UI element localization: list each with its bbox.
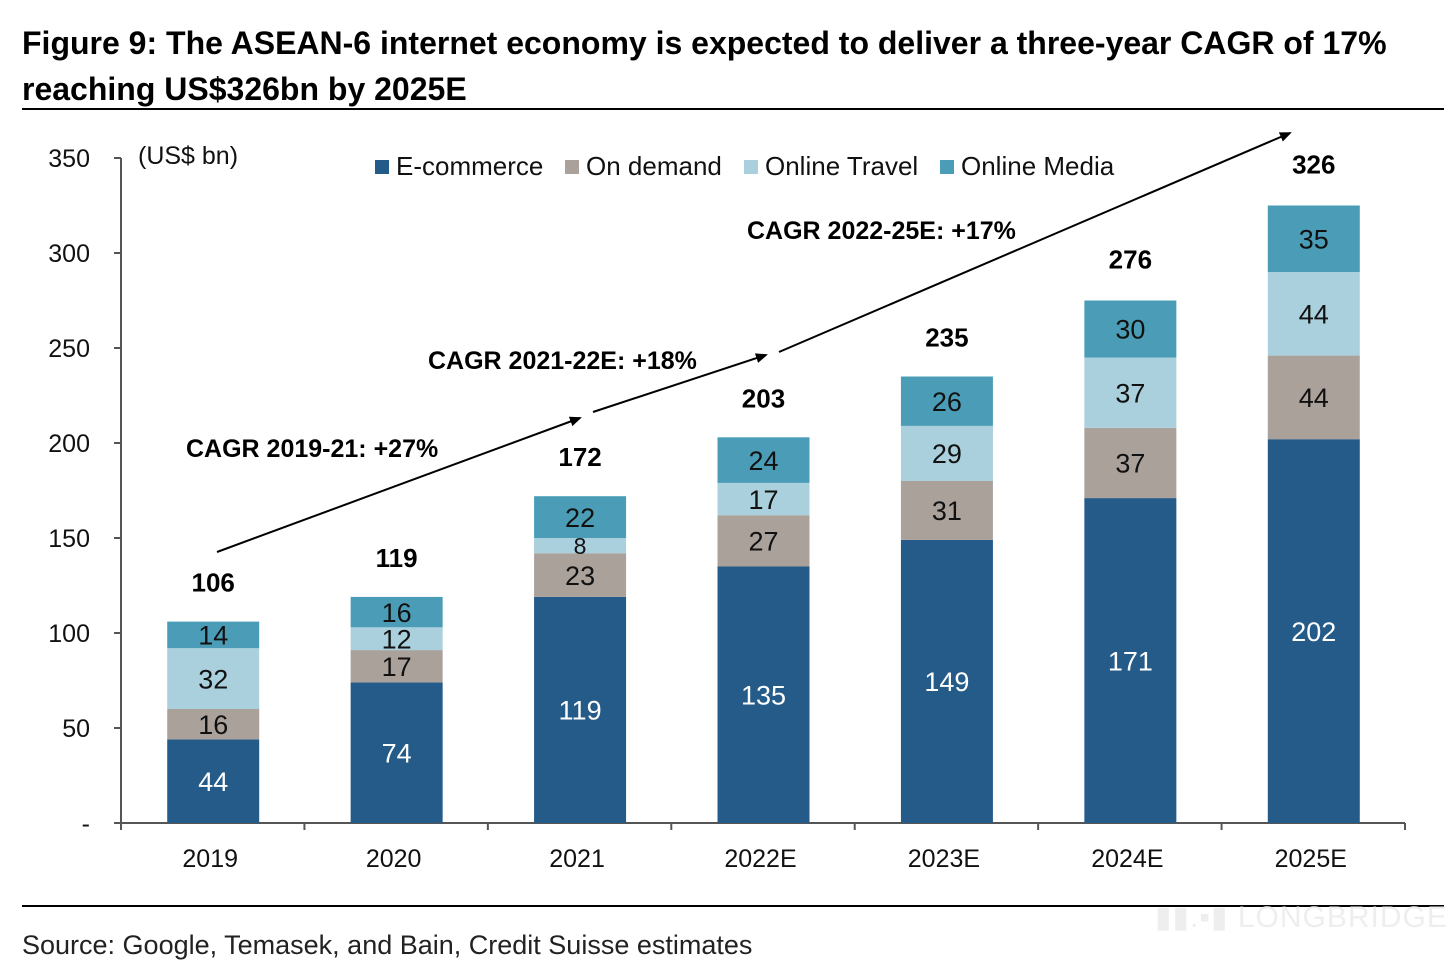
bar-value-label: 37 [1115,378,1145,408]
bar-value-label: 31 [932,496,962,526]
bar-segment [1267,439,1360,823]
legend-label: Online Media [961,151,1115,181]
bar-segment [350,682,443,823]
bar-value-label: 12 [382,624,412,654]
bar-value-label: 35 [1299,224,1329,254]
cagr-annotation: CAGR 2019-21: +27% [186,435,438,463]
bar-value-label: 8 [574,533,587,559]
bar-value-label: 16 [382,598,412,628]
x-tick-label: 2024E [1091,845,1163,873]
bar-value-label: 149 [924,667,969,697]
total-label: 276 [1109,245,1152,275]
bar-segment [900,481,993,540]
y-tick-label: 100 [48,620,90,648]
total-label: 235 [925,323,968,353]
bar-segment [534,538,627,554]
bar-value-label: 16 [198,710,228,740]
x-tick-label: 2021 [549,845,605,873]
bar-segment [900,376,993,426]
source-note: Source: Google, Temasek, and Bain, Credi… [22,930,753,960]
y-tick-label: - [82,810,90,838]
x-tick-label: 2023E [908,845,980,873]
bar-value-label: 23 [565,561,595,591]
bar-segment [1267,272,1360,356]
y-tick-label: 200 [48,430,90,458]
y-tick-label: 50 [62,715,90,743]
figure-title: Figure 9: The ASEAN-6 internet economy i… [22,25,1387,107]
bar-segment [717,482,810,516]
y-tick-label: 150 [48,525,90,553]
x-tick-label: 2019 [182,845,238,873]
bar-value-label: 119 [559,696,602,726]
x-tick-label: 2022E [724,845,796,873]
bar-segment [167,739,260,823]
bar-value-label: 17 [748,485,778,515]
cagr-annotation: CAGR 2022-25E: +17% [747,217,1016,245]
cagr-arrow [592,353,768,413]
total-label: 203 [742,383,785,413]
bar-value-label: 171 [1108,646,1153,676]
bar-value-label: 27 [748,527,778,557]
legend-label: On demand [586,151,722,181]
total-label: 119 [376,543,418,573]
bar-segment [534,596,627,823]
bar-segment [717,566,810,823]
bar-segment [900,539,993,823]
bar-segment [350,650,443,683]
legend-label: Online Travel [765,151,918,181]
bar-value-label: 202 [1291,617,1336,647]
legend-swatch [375,160,389,174]
bar-value-label: 37 [1115,449,1145,479]
unit-label: (US$ bn) [138,142,238,170]
total-label: 326 [1292,150,1335,180]
total-label: 106 [192,568,235,598]
bar-segment [717,437,810,483]
legend-swatch [565,160,579,174]
source-divider [22,905,1444,907]
bar-segment [1084,300,1177,358]
bar-segment [1084,498,1177,823]
bar-segment [1267,205,1360,272]
bar-value-label: 22 [565,503,595,533]
y-tick-label: 250 [48,335,90,363]
bar-segment [167,621,260,649]
x-tick-label: 2025E [1275,845,1347,873]
watermark-logo: ▮▮.▪▮ LONGBRIDGE [1155,901,1448,934]
cagr-arrow [216,416,582,553]
bar-value-label: 135 [741,680,786,710]
bar-segment [350,627,443,651]
y-tick-label: 300 [48,240,90,268]
legend-label: E-commerce [396,151,543,181]
x-tick-label: 2020 [366,845,422,873]
cagr-annotation: CAGR 2021-22E: +18% [428,347,697,375]
cagr-arrow [778,132,1292,353]
bar-segment [1084,357,1177,428]
title-divider [22,108,1444,110]
bar-value-label: 44 [1299,383,1329,413]
bar-value-label: 30 [1115,315,1145,345]
legend-swatch [744,160,758,174]
bar-value-label: 24 [748,446,778,476]
legend-swatch [940,160,954,174]
bar-segment [900,425,993,481]
bar-value-label: 44 [198,767,228,797]
bar-segment [717,515,810,567]
bar-segment [534,553,627,597]
bar-segment [534,496,627,538]
bar-value-label: 17 [382,652,412,682]
total-label: 172 [558,442,601,472]
bar-segment [167,648,260,709]
bar-value-label: 44 [1299,300,1329,330]
bar-value-label: 74 [382,738,412,768]
bar-segment [167,709,260,740]
bar-value-label: 14 [198,621,228,651]
bar-value-label: 29 [932,439,962,469]
bar-value-label: 26 [932,387,962,417]
bar-segment [1267,355,1360,440]
bar-segment [350,596,443,628]
bar-segment [1084,427,1177,499]
y-tick-label: 350 [48,145,90,173]
bar-value-label: 32 [198,664,228,694]
